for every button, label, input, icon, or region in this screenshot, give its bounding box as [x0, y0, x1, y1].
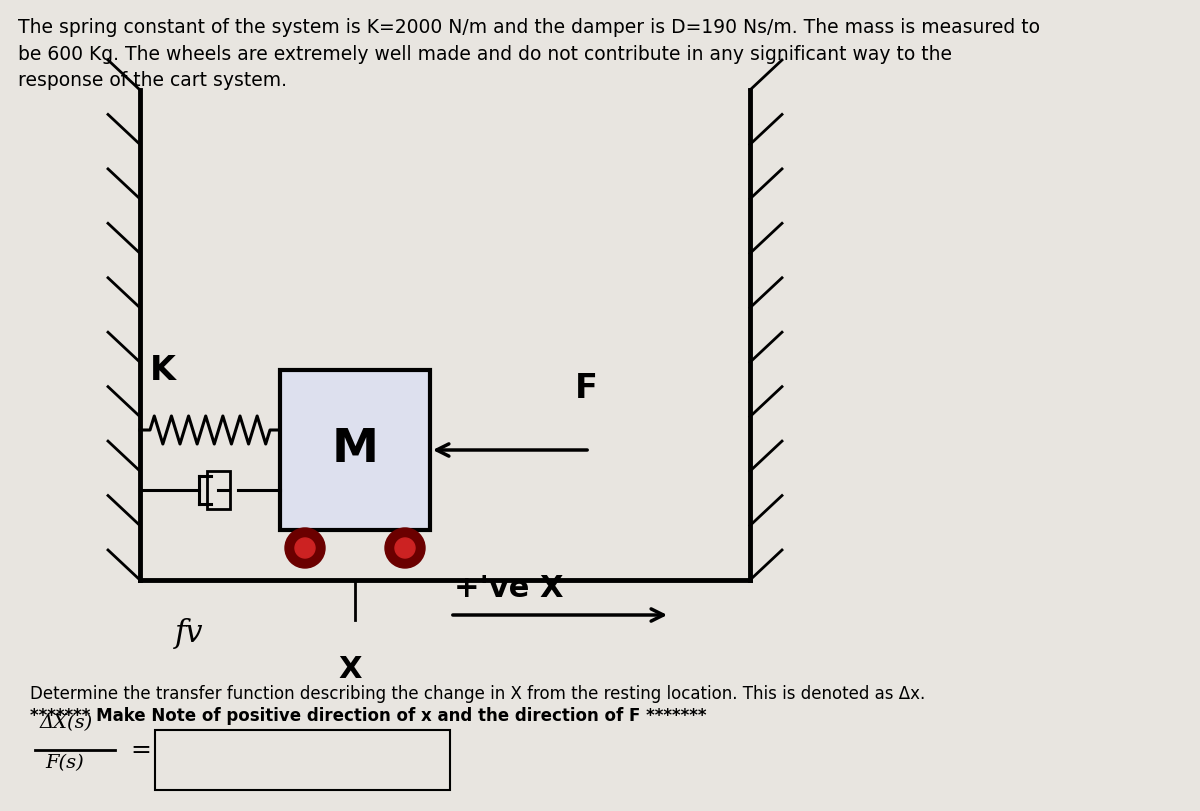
Circle shape: [295, 538, 314, 558]
Text: F(s): F(s): [46, 754, 84, 772]
Text: The spring constant of the system is K=2000 N/m and the damper is D=190 Ns/m. Th: The spring constant of the system is K=2…: [18, 18, 1040, 90]
Text: Determine the transfer function describing the change in X from the resting loca: Determine the transfer function describi…: [30, 685, 925, 703]
Text: +'ve X: +'ve X: [454, 574, 564, 603]
Text: ΔX(s): ΔX(s): [40, 714, 94, 732]
Circle shape: [385, 528, 425, 568]
Text: =: =: [130, 738, 151, 762]
Bar: [280, 370, 430, 530]
Circle shape: [395, 538, 415, 558]
Text: fv: fv: [175, 618, 204, 649]
Text: F: F: [575, 372, 598, 405]
Bar: [155, 730, 450, 790]
Text: X: X: [338, 655, 361, 684]
Text: ******* Make Note of positive direction of x and the direction of F *******: ******* Make Note of positive direction …: [30, 707, 707, 725]
Text: M: M: [331, 427, 378, 473]
Circle shape: [286, 528, 325, 568]
Bar: [206, 471, 230, 509]
Text: K: K: [150, 354, 176, 387]
